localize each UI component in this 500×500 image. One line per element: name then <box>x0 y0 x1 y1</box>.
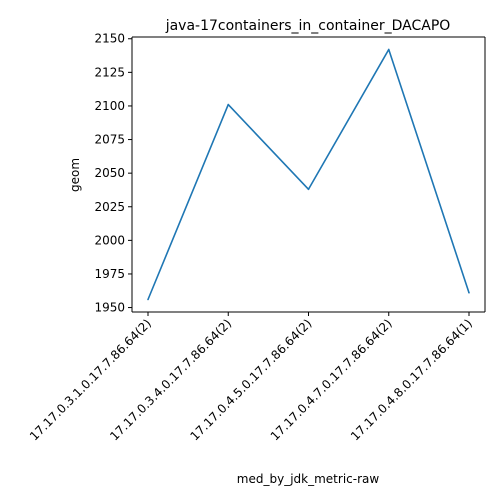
y-tick-label: 2050 <box>94 166 125 180</box>
axes-frame <box>131 36 486 313</box>
data-point <box>227 103 230 106</box>
x-axis-label: med_by_jdk_metric-raw <box>237 472 380 486</box>
y-tick-label: 2125 <box>94 65 125 79</box>
data-point <box>147 298 149 301</box>
chart-title: java-17containers_in_container_DACAPO <box>165 18 451 34</box>
y-tick-label: 2150 <box>94 32 125 46</box>
x-axis: 17.17.0.3.1.0.17.7.86.64(2)17.17.0.3.4.0… <box>27 312 475 443</box>
y-tick-label: 2100 <box>94 99 125 113</box>
y-tick-label: 1975 <box>94 267 125 281</box>
y-axis-label: geom <box>68 158 82 192</box>
y-tick-label: 2075 <box>94 133 125 147</box>
y-tick-label: 2025 <box>94 200 125 214</box>
y-tick-label: 2000 <box>94 233 125 247</box>
plot-area <box>132 37 485 312</box>
data-point <box>468 291 470 294</box>
y-tick-label: 1950 <box>94 301 125 315</box>
data-point <box>387 48 390 51</box>
y-axis: 1950 1975 2000 2025 2050 2075 2100 2125 2150 <box>94 32 132 315</box>
data-point <box>307 188 310 191</box>
series-layer <box>147 48 470 301</box>
